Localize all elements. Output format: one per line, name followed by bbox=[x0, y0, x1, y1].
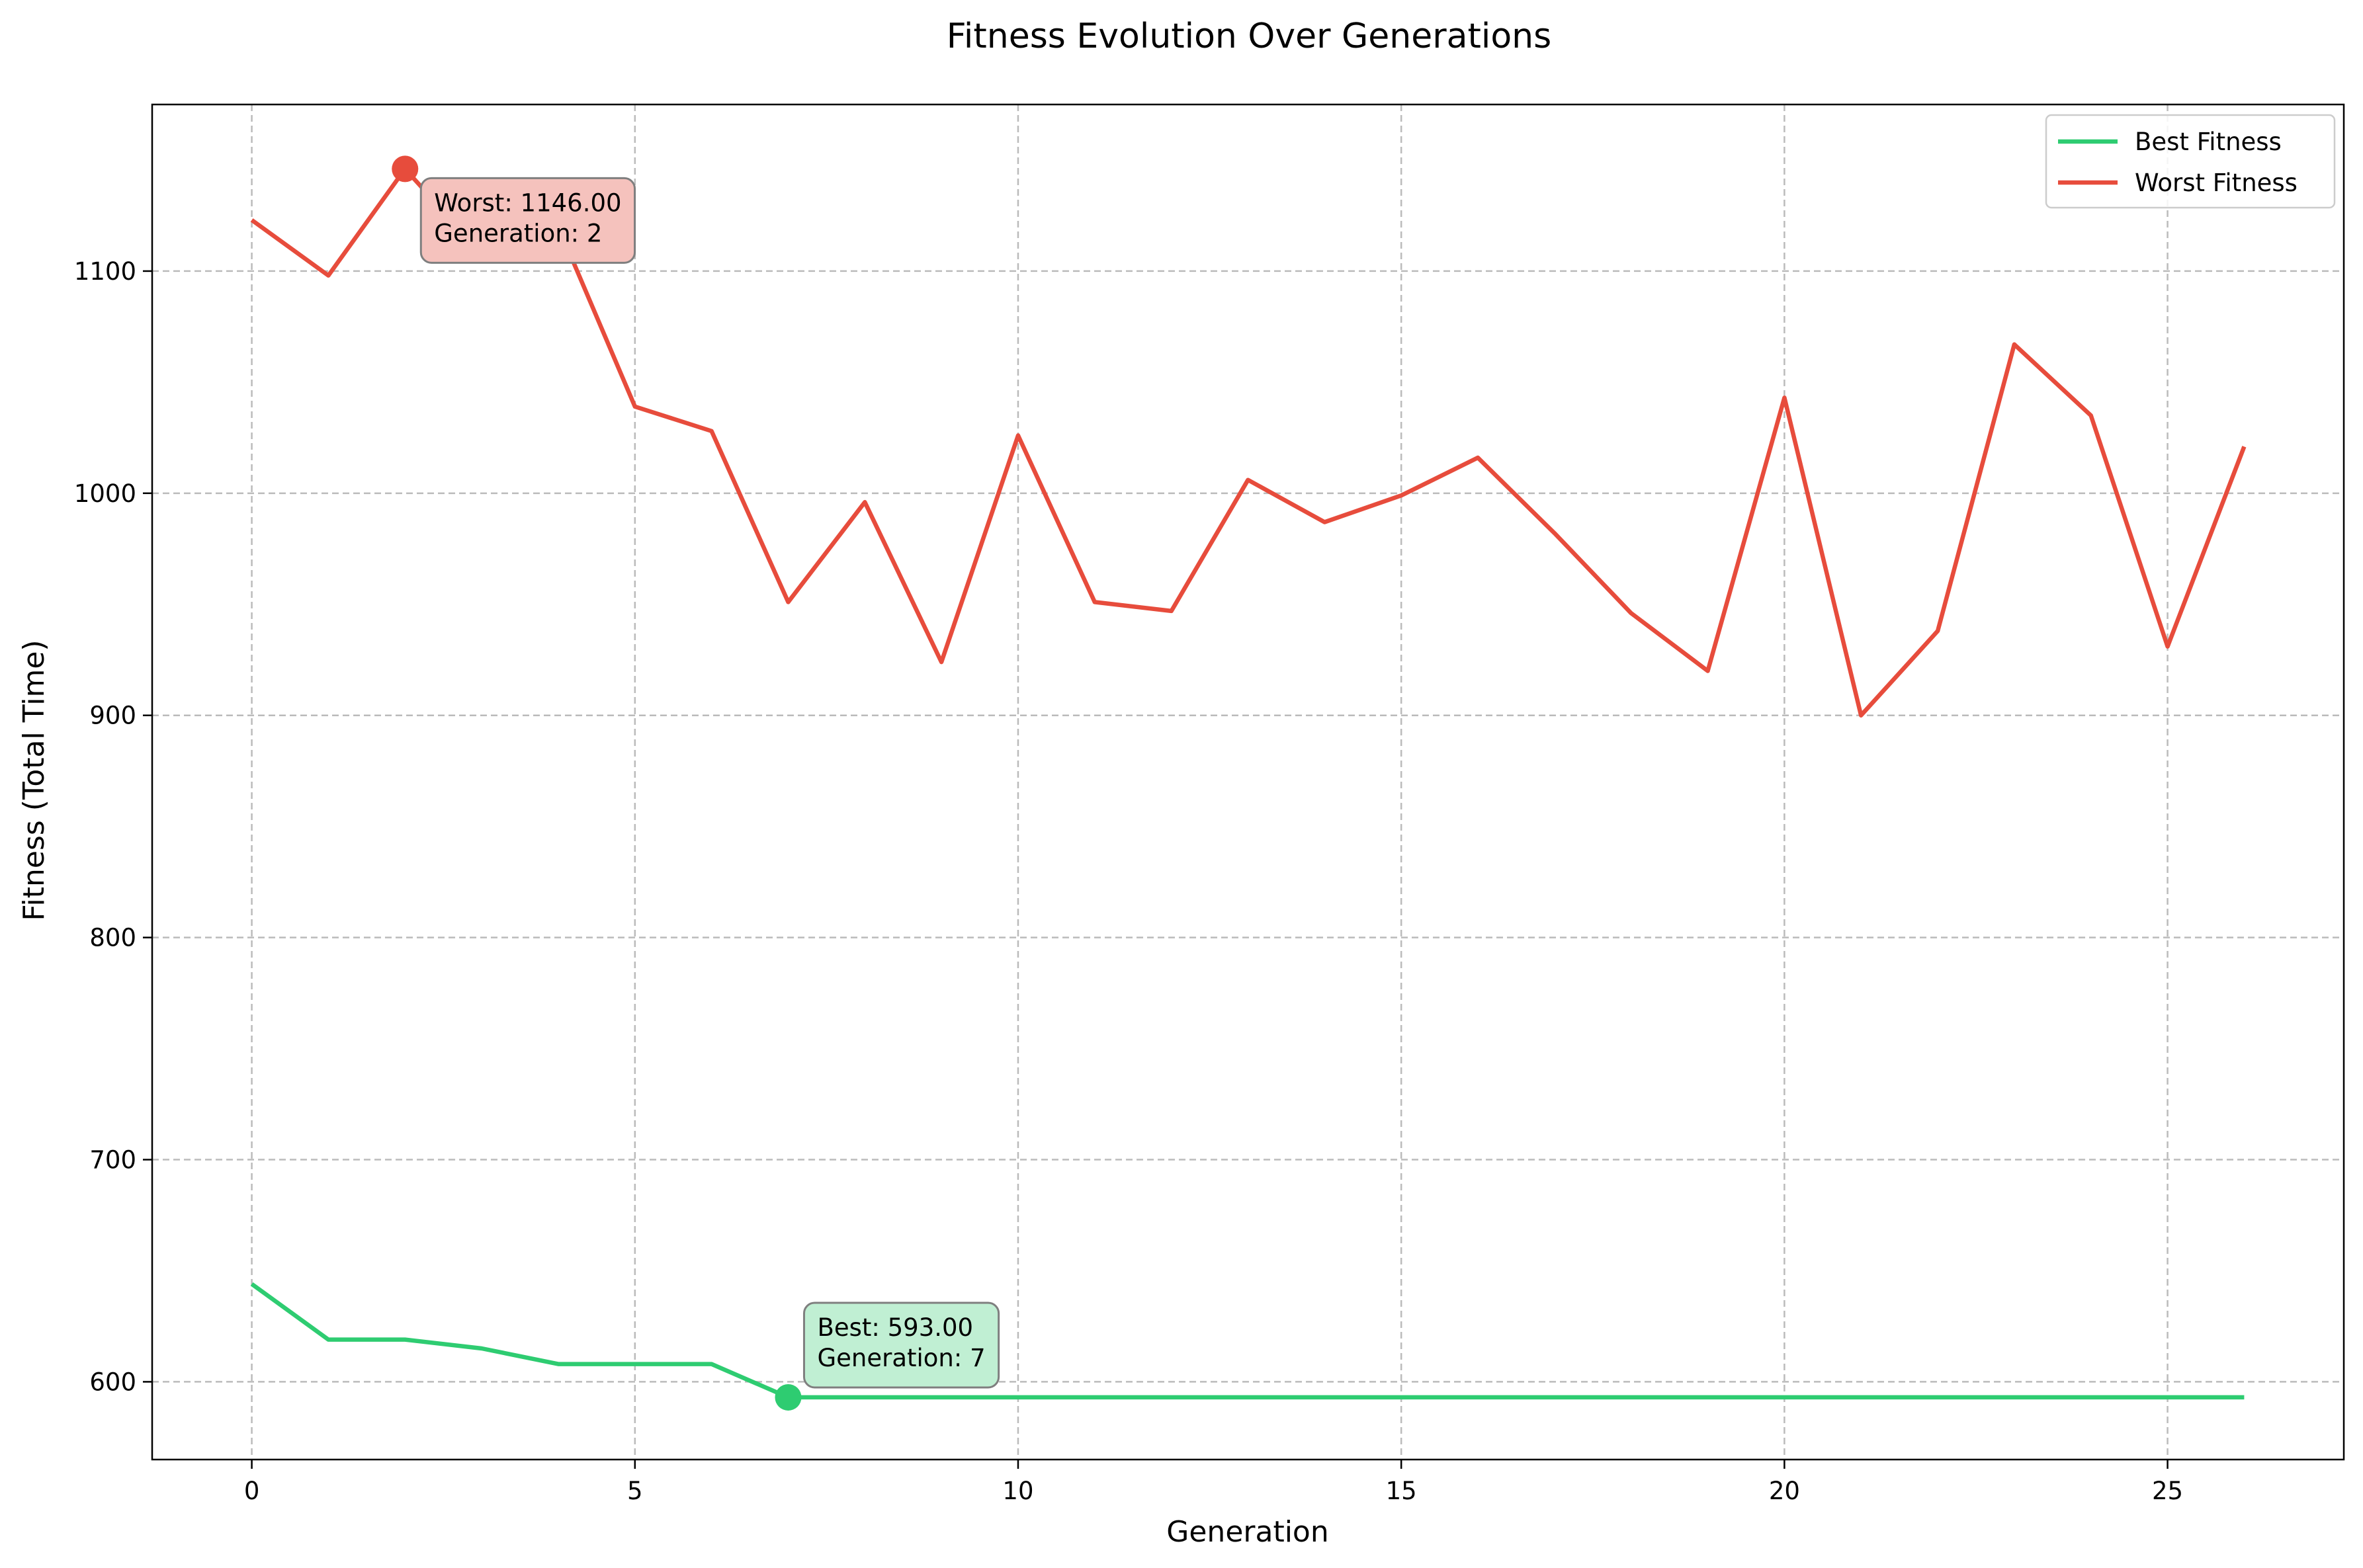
chart-title: Fitness Evolution Over Generations bbox=[947, 17, 1551, 56]
y-axis-label: Fitness (Total Time) bbox=[17, 640, 51, 921]
y-tick-label: 600 bbox=[89, 1368, 136, 1396]
grid-layer bbox=[152, 104, 2344, 1460]
worst-fitness-marker bbox=[392, 155, 419, 183]
annotation-line-1: Best: 593.00 bbox=[817, 1313, 973, 1342]
worst-fitness-legend-label: Worst Fitness bbox=[2135, 169, 2298, 197]
x-tick-label: 5 bbox=[627, 1477, 643, 1505]
annotation-line-2: Generation: 7 bbox=[817, 1344, 985, 1372]
y-tick-label: 800 bbox=[89, 924, 136, 952]
tick-layer: 0 5 10 15 20 25 600 700 800 900 1000 1100 bbox=[74, 257, 2183, 1505]
best-fitness-marker bbox=[775, 1383, 802, 1411]
x-axis-label: Generation bbox=[1166, 1515, 1328, 1549]
legend: Best Fitness Worst Fitness bbox=[2045, 114, 2336, 209]
y-tick-label: 1000 bbox=[74, 479, 136, 508]
worst-fitness-line bbox=[250, 167, 2247, 718]
x-tick-label: 0 bbox=[244, 1477, 260, 1505]
x-tick-label: 10 bbox=[1002, 1477, 1033, 1505]
x-tick-label: 15 bbox=[1386, 1477, 1417, 1505]
annotation-box bbox=[802, 1301, 1000, 1389]
series-layer bbox=[250, 167, 2247, 1400]
best-fitness-line bbox=[250, 1282, 2245, 1400]
x-tick-label: 25 bbox=[2152, 1477, 2183, 1505]
y-tick-label: 1100 bbox=[74, 257, 136, 286]
y-tick-label: 700 bbox=[89, 1146, 136, 1175]
plot-frame bbox=[151, 103, 2345, 1461]
annotation-line-1: Worst: 1146.00 bbox=[434, 188, 621, 217]
annotation-box bbox=[419, 177, 636, 264]
best-fitness-legend-label: Best Fitness bbox=[2135, 128, 2282, 156]
annotation-line-2: Generation: 2 bbox=[434, 219, 602, 247]
legend-frame bbox=[2045, 114, 2336, 209]
x-tick-label: 20 bbox=[1769, 1477, 1800, 1505]
y-tick-label: 900 bbox=[89, 702, 136, 730]
